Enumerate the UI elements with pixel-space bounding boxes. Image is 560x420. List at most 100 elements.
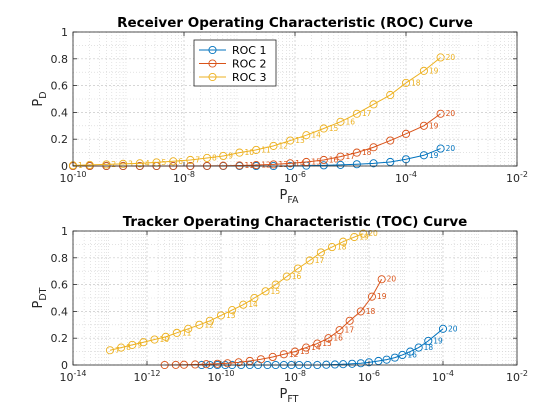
data-point — [369, 159, 378, 168]
point-label: 18 — [337, 243, 347, 252]
data-point — [282, 272, 291, 281]
data-point — [271, 280, 280, 289]
data-point — [327, 243, 337, 252]
point-label: 16 — [329, 155, 339, 164]
data-point — [286, 136, 295, 145]
data-point — [436, 109, 445, 118]
data-point — [352, 160, 361, 169]
data-point — [279, 350, 288, 359]
data-point — [369, 100, 378, 109]
data-point — [414, 343, 423, 352]
data-point — [377, 275, 386, 284]
data-point — [135, 159, 144, 168]
point-label: 4 — [145, 159, 150, 168]
data-point — [119, 159, 128, 168]
point-label: 12 — [261, 161, 271, 170]
data-point — [424, 336, 433, 345]
data-point — [223, 359, 232, 368]
point-label: 13 — [279, 160, 289, 169]
point-label: 20 — [446, 53, 456, 62]
y-tick-label: 0.8 — [51, 252, 69, 265]
data-point — [184, 324, 193, 333]
y-tick-label: 0.2 — [51, 133, 69, 146]
data-point — [364, 358, 374, 367]
chart-title: Tracker Operating Characteristic (TOC) C… — [123, 214, 468, 230]
data-point — [219, 151, 228, 160]
data-point — [239, 300, 248, 309]
data-point — [139, 338, 148, 347]
data-point — [105, 346, 115, 355]
point-label: 11 — [245, 161, 255, 170]
point-label: 17 — [362, 109, 372, 118]
data-point — [302, 131, 311, 140]
data-point — [336, 152, 345, 161]
data-point — [252, 161, 261, 170]
data-point — [202, 153, 212, 163]
data-point — [345, 316, 354, 325]
data-point — [290, 347, 300, 356]
point-label: 7 — [195, 155, 200, 164]
point-label: 13 — [300, 347, 310, 356]
series-line — [109, 233, 364, 351]
data-point — [367, 292, 376, 301]
point-label: 16 — [345, 117, 355, 126]
point-label: 19 — [377, 292, 387, 301]
data-point — [369, 143, 378, 152]
point-label: 6 — [178, 157, 183, 166]
point-label: 14 — [248, 300, 258, 309]
point-label: 18 — [424, 343, 434, 352]
point-label: 10 — [245, 148, 255, 157]
data-point — [374, 356, 383, 366]
y-tick-label: 0.2 — [51, 332, 69, 345]
data-point — [269, 160, 278, 169]
legend-marker — [208, 72, 217, 82]
data-point — [245, 356, 254, 366]
data-point — [117, 343, 126, 352]
data-point — [356, 307, 365, 316]
data-point — [161, 332, 170, 341]
data-point — [319, 124, 328, 133]
data-point — [102, 160, 111, 169]
point-label: 18 — [362, 148, 372, 157]
data-point — [356, 359, 365, 368]
data-point — [252, 145, 261, 154]
data-point — [348, 359, 357, 368]
data-point — [228, 306, 237, 315]
point-label: 10 — [160, 335, 170, 344]
data-point — [319, 161, 328, 170]
legend-label: ROC 3 — [232, 71, 266, 84]
point-label: 12 — [279, 141, 289, 150]
point-label: 19 — [433, 336, 443, 345]
y-tick-label: 0 — [61, 160, 68, 173]
point-label: 17 — [345, 152, 355, 161]
data-point — [324, 334, 333, 343]
data-point — [352, 109, 361, 118]
point-label: 7 — [115, 346, 120, 355]
data-point — [235, 148, 244, 157]
point-label: 20 — [387, 275, 397, 284]
data-point — [205, 316, 214, 325]
point-label: 2 — [111, 160, 116, 169]
point-label: 16 — [333, 334, 343, 343]
point-label: 15 — [329, 124, 339, 133]
series-line — [72, 57, 441, 166]
point-label: 20 — [446, 109, 456, 118]
point-label: 16 — [292, 272, 302, 281]
data-point — [339, 360, 348, 369]
grid — [72, 31, 518, 167]
data-point — [305, 256, 314, 265]
data-point — [293, 264, 302, 273]
data-point — [169, 157, 178, 166]
legend-entry: ROC 3 — [199, 71, 266, 84]
data-point — [261, 287, 270, 296]
point-label: 19 — [429, 121, 439, 130]
legend-label: ROC 2 — [232, 58, 266, 71]
legend-marker — [208, 45, 217, 55]
data-point — [438, 324, 448, 333]
point-label: 11 — [182, 328, 192, 337]
data-point — [268, 352, 277, 362]
data-point — [339, 237, 348, 246]
